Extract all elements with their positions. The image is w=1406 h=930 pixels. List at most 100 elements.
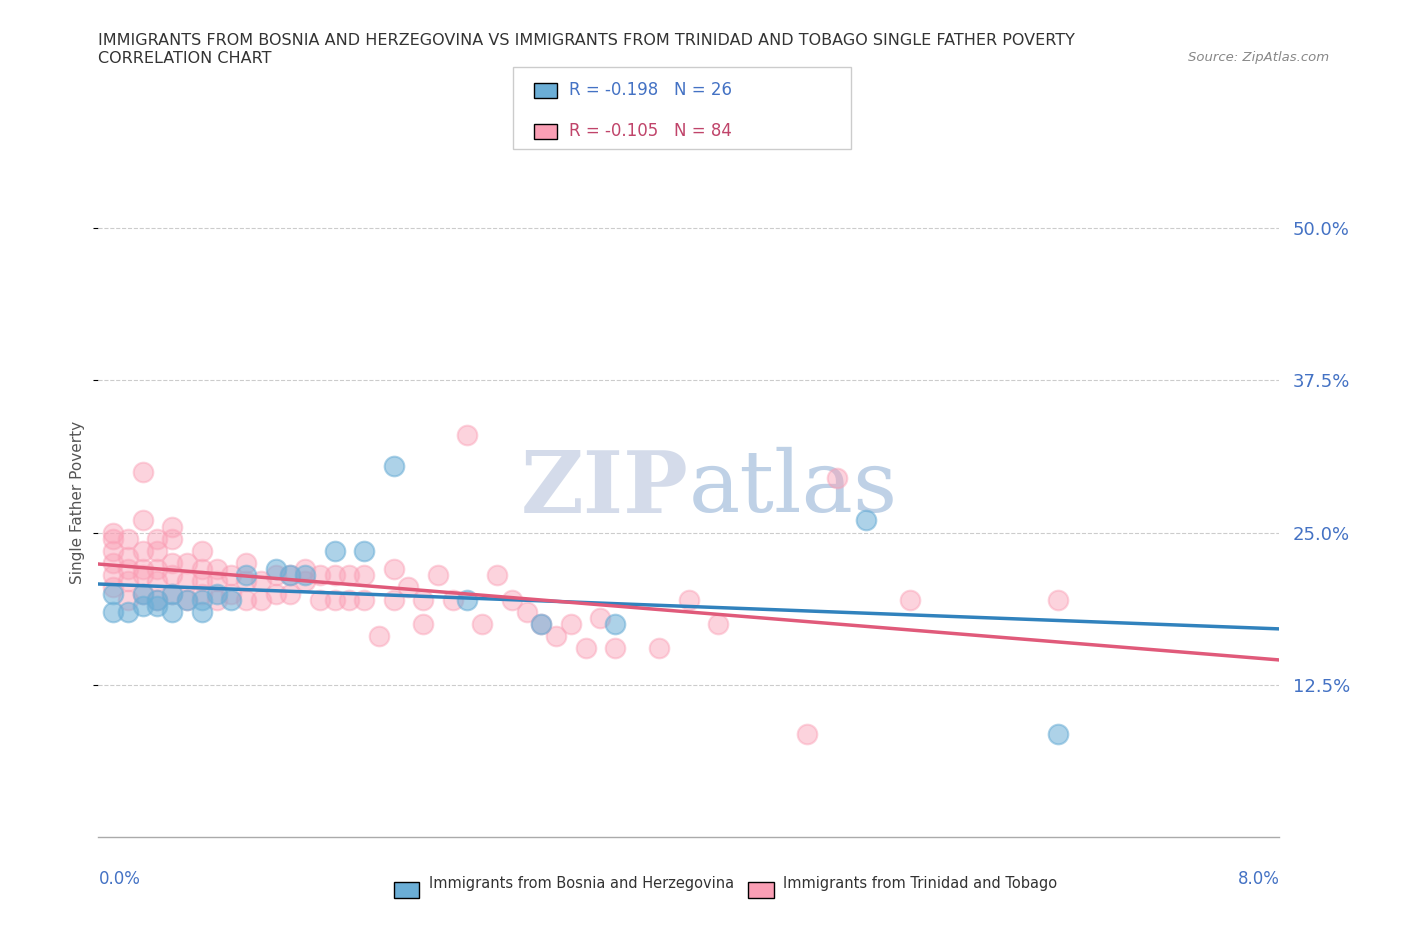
Point [264,586,287,601]
Point [426,568,449,583]
Point [412,592,434,607]
Point [162,586,183,601]
Point [323,543,346,558]
Point [501,592,523,607]
Point [560,617,582,631]
Point [1046,592,1069,607]
Text: 0.0%: 0.0% [98,870,141,888]
Point [132,586,155,601]
Text: Immigrants from Bosnia and Herzegovina: Immigrants from Bosnia and Herzegovina [429,876,734,891]
Point [294,562,316,577]
Point [323,592,346,607]
Y-axis label: Single Father Poverty: Single Father Poverty [70,420,86,584]
Point [396,580,419,595]
Point [117,604,139,619]
Text: R = -0.198   N = 26: R = -0.198 N = 26 [569,81,733,100]
Point [176,592,198,607]
Point [294,568,316,583]
Point [132,513,155,528]
Point [191,574,214,589]
Point [146,592,169,607]
Point [530,617,553,631]
Point [191,592,214,607]
Point [471,617,494,631]
Point [855,513,877,528]
Point [574,641,596,656]
Point [132,598,155,613]
Text: atlas: atlas [689,447,898,530]
Point [103,531,125,546]
Point [337,568,360,583]
Text: R = -0.105   N = 84: R = -0.105 N = 84 [569,122,733,140]
Point [412,617,434,631]
Point [485,568,508,583]
Point [278,586,302,601]
Point [132,464,155,479]
Point [205,586,228,601]
Point [825,471,848,485]
Point [117,550,139,565]
Point [191,543,214,558]
Point [162,531,183,546]
Point [456,428,478,443]
Point [191,604,214,619]
Point [117,562,139,577]
Point [146,598,169,613]
Point [530,617,553,631]
Point [146,531,169,546]
Text: 8.0%: 8.0% [1237,870,1279,888]
Text: IMMIGRANTS FROM BOSNIA AND HERZEGOVINA VS IMMIGRANTS FROM TRINIDAD AND TOBAGO SI: IMMIGRANTS FROM BOSNIA AND HERZEGOVINA V… [98,33,1076,47]
Point [1046,726,1069,741]
Point [235,555,257,570]
Point [162,604,183,619]
Text: Source: ZipAtlas.com: Source: ZipAtlas.com [1188,51,1329,64]
Point [382,458,405,473]
Point [146,592,169,607]
Point [146,562,169,577]
Point [294,574,316,589]
Point [278,568,302,583]
Point [707,617,730,631]
Point [103,586,125,601]
Point [278,568,302,583]
Point [103,555,125,570]
Point [353,568,375,583]
Point [796,726,818,741]
Point [146,543,169,558]
Point [648,641,671,656]
Point [900,592,922,607]
Point [132,562,155,577]
Text: ZIP: ZIP [522,446,689,531]
Point [191,586,214,601]
Point [162,586,183,601]
Point [605,641,627,656]
Point [176,592,198,607]
Point [103,543,125,558]
Point [382,592,405,607]
Point [323,568,346,583]
Point [235,592,257,607]
Point [308,592,332,607]
Point [353,543,375,558]
Point [103,525,125,540]
Point [589,610,612,625]
Point [219,592,242,607]
Point [146,574,169,589]
Point [337,592,360,607]
Point [678,592,700,607]
Point [162,568,183,583]
Point [546,629,568,644]
Point [367,629,389,644]
Point [264,562,287,577]
Point [382,562,405,577]
Point [132,543,155,558]
Point [162,519,183,534]
Point [117,592,139,607]
Point [353,592,375,607]
Point [219,568,242,583]
Point [117,531,139,546]
Point [117,574,139,589]
Point [205,574,228,589]
Point [219,586,242,601]
Point [191,562,214,577]
